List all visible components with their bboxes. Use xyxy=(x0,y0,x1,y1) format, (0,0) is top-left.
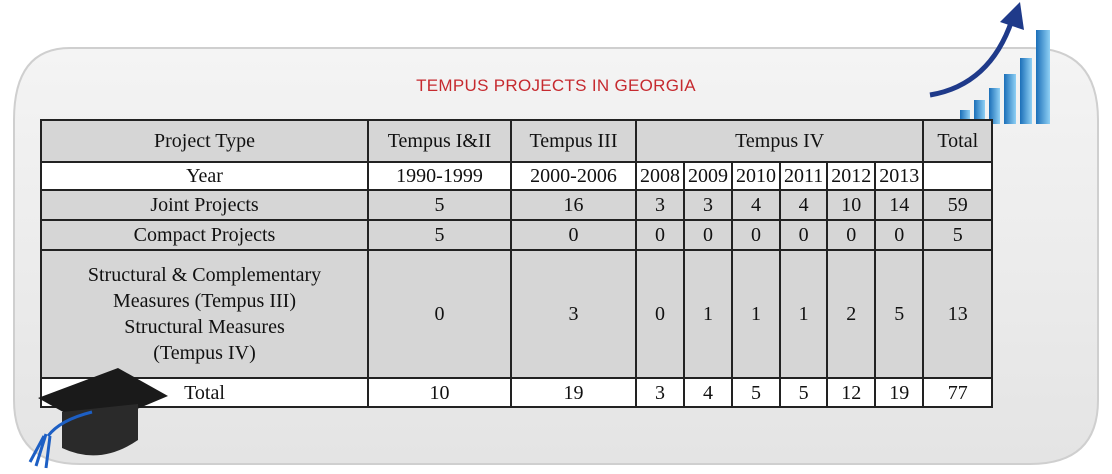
header-cell: Tempus I&II xyxy=(368,120,511,162)
cell: 1990-1999 xyxy=(368,162,511,190)
header-cell: Tempus IV xyxy=(636,120,923,162)
cell: 2009 xyxy=(684,162,732,190)
cell: 0 xyxy=(511,220,636,250)
header-cell: Total xyxy=(923,120,992,162)
row-label: Compact Projects xyxy=(41,220,368,250)
cell: 0 xyxy=(636,250,684,378)
cell: 0 xyxy=(368,250,511,378)
header-cell: Project Type xyxy=(41,120,368,162)
cell: 5 xyxy=(923,220,992,250)
cell: 5 xyxy=(875,250,923,378)
cell: 10 xyxy=(368,378,511,407)
cell: 5 xyxy=(368,190,511,220)
cell: 10 xyxy=(827,190,875,220)
cell: 3 xyxy=(511,250,636,378)
cell: 2 xyxy=(827,250,875,378)
cell: 1 xyxy=(732,250,780,378)
cell: 4 xyxy=(684,378,732,407)
cell: 12 xyxy=(827,378,875,407)
cell: 0 xyxy=(732,220,780,250)
cell: 2011 xyxy=(780,162,827,190)
cell: 2010 xyxy=(732,162,780,190)
cell: 19 xyxy=(511,378,636,407)
cell: 2012 xyxy=(827,162,875,190)
page: {"title": "TEMPUS PROJECTS IN GEORGIA", … xyxy=(0,0,1112,474)
header-cell: Tempus III xyxy=(511,120,636,162)
row-label: Year xyxy=(41,162,368,190)
cell: 2000-2006 xyxy=(511,162,636,190)
cell: 77 xyxy=(923,378,992,407)
row-label-line: Structural Measures xyxy=(45,314,364,340)
cell: 59 xyxy=(923,190,992,220)
cell: 5 xyxy=(368,220,511,250)
cell: 4 xyxy=(780,190,827,220)
row-label-line: Measures (Tempus III) xyxy=(45,288,364,314)
cell: 2013 xyxy=(875,162,923,190)
row-label-line: (Tempus IV) xyxy=(45,340,364,366)
cell: 5 xyxy=(780,378,827,407)
cell: 3 xyxy=(636,378,684,407)
cell: 0 xyxy=(636,220,684,250)
empty-cell xyxy=(923,162,992,190)
row-label: Total xyxy=(41,378,368,407)
cell: 0 xyxy=(684,220,732,250)
cell: 3 xyxy=(636,190,684,220)
cell: 14 xyxy=(875,190,923,220)
cell: 13 xyxy=(923,250,992,378)
row-label-line: Structural & Complementary xyxy=(45,262,364,288)
cell: 0 xyxy=(780,220,827,250)
cell: 19 xyxy=(875,378,923,407)
cell: 3 xyxy=(684,190,732,220)
cell: 1 xyxy=(780,250,827,378)
cell: 0 xyxy=(875,220,923,250)
row-label: Joint Projects xyxy=(41,190,368,220)
cell: 1 xyxy=(684,250,732,378)
cell: 4 xyxy=(732,190,780,220)
cell: 16 xyxy=(511,190,636,220)
cell: 2008 xyxy=(636,162,684,190)
cell: 0 xyxy=(827,220,875,250)
title: TEMPUS PROJECTS IN GEORGIA xyxy=(0,76,1112,96)
cell: 5 xyxy=(732,378,780,407)
